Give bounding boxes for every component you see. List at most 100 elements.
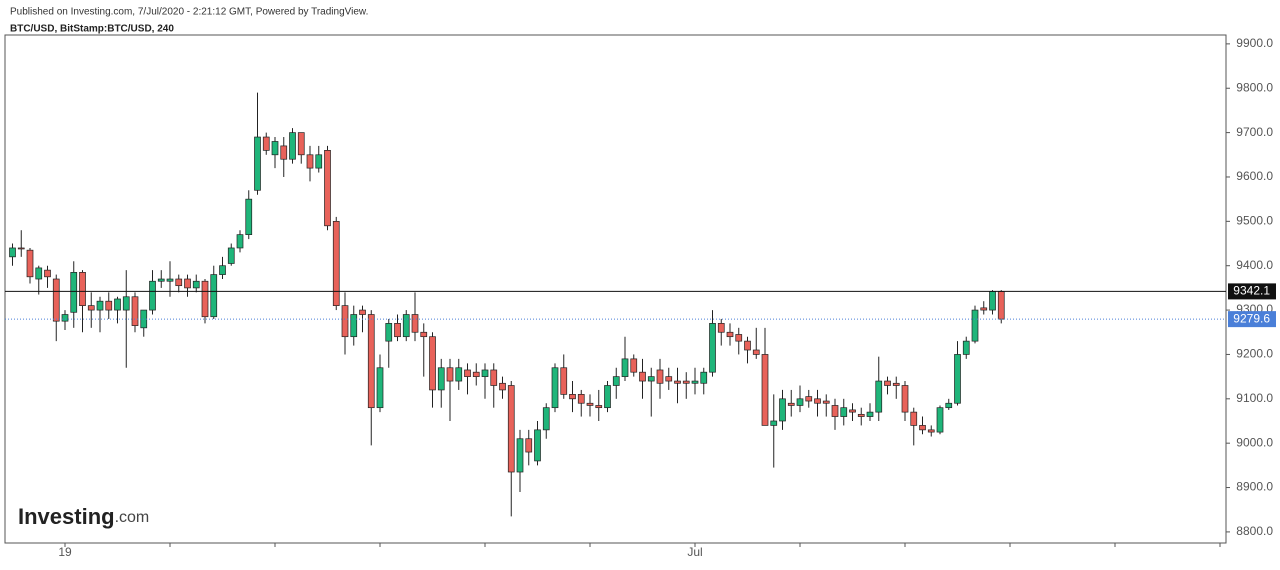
candle-body <box>446 367 454 382</box>
y-tick-label: 9700.0 <box>1236 125 1273 139</box>
candle-body <box>70 272 78 313</box>
candle-body <box>192 280 200 289</box>
candle-body <box>262 136 270 151</box>
y-tick-label: 9200.0 <box>1236 347 1273 361</box>
price-label: 9342.1 <box>1233 284 1270 298</box>
candle-body <box>604 385 611 409</box>
candle-body <box>289 132 296 160</box>
candle-body <box>814 398 821 404</box>
y-tick-label: 9400.0 <box>1236 258 1273 272</box>
candle-body <box>770 420 778 426</box>
candle-body <box>779 398 786 422</box>
candle-body <box>674 380 681 384</box>
candle-body <box>105 300 113 311</box>
candle-body <box>630 358 638 373</box>
candle-body <box>429 336 436 391</box>
candle-body <box>315 154 323 169</box>
candle-body <box>472 371 480 377</box>
candle-body <box>665 376 673 382</box>
candle-body <box>61 314 69 322</box>
candle-body <box>682 380 690 384</box>
candle-body <box>516 438 524 473</box>
candle-body <box>227 247 235 264</box>
candle-body <box>17 247 25 250</box>
candle-body <box>892 382 900 386</box>
candle-body <box>394 323 401 338</box>
candle-body <box>569 394 576 400</box>
candle-body <box>385 323 393 342</box>
candle-body <box>350 314 358 338</box>
candle-body <box>621 358 629 377</box>
candle-body <box>971 309 979 342</box>
published-note: Published on Investing.com, 7/Jul/2020 -… <box>10 7 368 18</box>
candle-body <box>595 405 603 409</box>
candle-body <box>761 354 769 426</box>
candle-body <box>455 367 463 382</box>
y-tick-label: 9900.0 <box>1236 36 1273 50</box>
candle-body <box>9 247 16 258</box>
candle-body <box>857 413 865 417</box>
candle-body <box>735 334 743 342</box>
candle-body <box>849 409 856 413</box>
candle-body <box>551 367 559 409</box>
candle-body <box>324 150 331 227</box>
candle-body <box>166 278 174 282</box>
candle-body <box>87 305 95 311</box>
candle-body <box>499 382 506 391</box>
candle-body <box>717 323 725 333</box>
candle-body <box>805 396 813 402</box>
candle-body <box>691 380 699 384</box>
candle-body <box>997 291 1005 320</box>
candle-body <box>219 265 226 275</box>
candle-body <box>26 249 34 278</box>
candle-body <box>831 405 839 417</box>
candle-body <box>359 309 366 315</box>
candle-body <box>210 274 218 318</box>
candle-body <box>962 340 970 355</box>
candle-body <box>954 354 961 404</box>
y-tick-label: 9800.0 <box>1236 80 1273 94</box>
candle-body <box>376 367 384 409</box>
candle-body <box>184 278 191 289</box>
logo-suffix: .com <box>115 509 150 526</box>
candle-body <box>901 385 909 413</box>
candle-body <box>560 367 568 395</box>
y-tick-label: 9100.0 <box>1236 391 1273 405</box>
candle-body <box>744 340 751 351</box>
candle-body <box>149 280 156 311</box>
candle-body <box>647 376 655 382</box>
candle-body <box>936 407 944 433</box>
candle-body <box>271 141 279 156</box>
candle-body <box>700 371 708 384</box>
candle-body <box>254 136 261 191</box>
price-label: 9279.6 <box>1233 311 1270 325</box>
y-tick-label: 8900.0 <box>1236 480 1273 494</box>
candle-body <box>131 296 139 326</box>
candle-body <box>114 298 121 311</box>
candle-body <box>639 371 646 382</box>
candle-body <box>35 267 43 280</box>
candle-body <box>367 314 375 409</box>
candle-body <box>490 369 498 386</box>
candle-body <box>96 300 104 311</box>
candle-body <box>507 385 515 473</box>
candle-body <box>752 349 760 355</box>
candle-body <box>989 291 996 311</box>
y-tick-label: 9500.0 <box>1236 214 1273 228</box>
candle-body <box>464 369 471 377</box>
plot-frame <box>4 34 1227 544</box>
candle-body <box>875 380 883 413</box>
candle-body <box>341 305 349 338</box>
candle-body <box>534 429 541 462</box>
candle-body <box>866 411 874 417</box>
candle-body <box>726 331 734 338</box>
candle-body <box>656 369 664 384</box>
candle-body <box>796 398 804 406</box>
y-tick-label: 9000.0 <box>1236 435 1273 449</box>
candle-body <box>612 376 620 386</box>
y-tick-label: 9600.0 <box>1236 169 1273 183</box>
candle-body <box>332 220 340 306</box>
candle-body <box>577 394 585 404</box>
